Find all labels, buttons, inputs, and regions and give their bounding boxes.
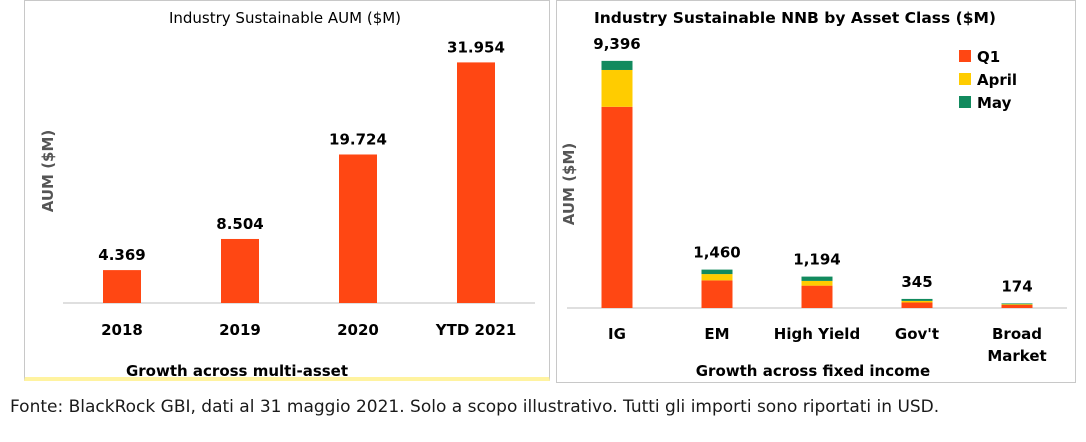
aum-value-label: 8.504 (216, 215, 263, 233)
nnb-bar-segment-may (1001, 303, 1033, 305)
nnb-category-label: IG (608, 325, 626, 343)
nnb-y-axis-label: AUM ($M) (560, 143, 578, 226)
nnb-bar-segment-may (901, 298, 933, 301)
legend-label-q1: Q1 (977, 48, 1000, 66)
nnb-bar-segment-april (801, 280, 833, 286)
aum-bars-group: 4.369 2018 8.504 2019 19.724 2020 31.954 YTD 20… (63, 38, 535, 339)
aum-chart-title: Industry Sustainable AUM ($M) (169, 9, 401, 27)
nnb-bars-group: 9,396 IG 1,460 EM 1,194 High Yield 345 Gov't 174… (567, 35, 1067, 365)
aum-category-label: 2019 (219, 321, 261, 339)
aum-bar-2020 (339, 154, 377, 303)
nnb-legend: Q1 April May (959, 48, 1017, 112)
source-note: Fonte: BlackRock GBI, dati al 31 maggio … (10, 397, 940, 417)
nnb-bar-segment-april (701, 274, 733, 281)
nnb-category-label: Broad (992, 325, 1042, 343)
aum-chart-panel: Industry Sustainable AUM ($M) AUM ($M) 4… (24, 0, 550, 381)
nnb-bar-segment-q1 (901, 302, 933, 308)
nnb-bar-segment-may (801, 276, 833, 281)
nnb-category-label: Market (987, 347, 1046, 365)
nnb-bar-segment-april (601, 69, 633, 107)
aum-chart: Industry Sustainable AUM ($M) AUM ($M) 4… (39, 9, 535, 380)
nnb-chart-title: Industry Sustainable NNB by Asset Class … (594, 9, 996, 27)
nnb-bar-segment-may (601, 60, 633, 70)
nnb-total-label: 174 (1001, 277, 1032, 295)
nnb-category-label: Gov't (895, 325, 939, 343)
nnb-bar-segment-april (901, 300, 933, 303)
aum-category-label: 2020 (337, 321, 379, 339)
legend-swatch-may (959, 96, 971, 108)
aum-value-label: 19.724 (329, 130, 387, 148)
nnb-total-label: 9,396 (593, 35, 640, 53)
nnb-chart-footer: Growth across fixed income (696, 362, 931, 380)
nnb-chart-panel: Industry Sustainable NNB by Asset Class … (556, 0, 1076, 383)
aum-chart-footer: Growth across multi-asset (126, 362, 348, 380)
nnb-total-label: 1,194 (793, 251, 840, 269)
legend-swatch-q1 (959, 50, 971, 62)
nnb-bar-segment-q1 (601, 106, 633, 309)
nnb-total-label: 345 (901, 273, 932, 291)
aum-value-label: 4.369 (98, 246, 145, 264)
legend-swatch-april (959, 73, 971, 85)
nnb-category-label: EM (704, 325, 729, 343)
nnb-bar-segment-april (1001, 303, 1033, 305)
nnb-chart: Industry Sustainable NNB by Asset Class … (560, 9, 1067, 380)
nnb-category-label: High Yield (774, 325, 860, 343)
aum-category-label: 2018 (101, 321, 143, 339)
aum-bar-ytd-2021 (457, 62, 495, 303)
legend-label-april: April (977, 71, 1017, 89)
nnb-bar-segment-may (701, 269, 733, 275)
nnb-total-label: 1,460 (693, 244, 740, 262)
aum-category-label: YTD 2021 (435, 321, 517, 339)
aum-value-label: 31.954 (447, 38, 505, 56)
nnb-bar-segment-q1 (801, 285, 833, 308)
aum-bar-2018 (103, 270, 141, 303)
nnb-bar-segment-q1 (701, 280, 733, 308)
aum-bar-2019 (221, 238, 259, 303)
aum-y-axis-label: AUM ($M) (39, 130, 57, 213)
legend-label-may: May (977, 94, 1012, 112)
nnb-bar-segment-q1 (1001, 304, 1033, 308)
